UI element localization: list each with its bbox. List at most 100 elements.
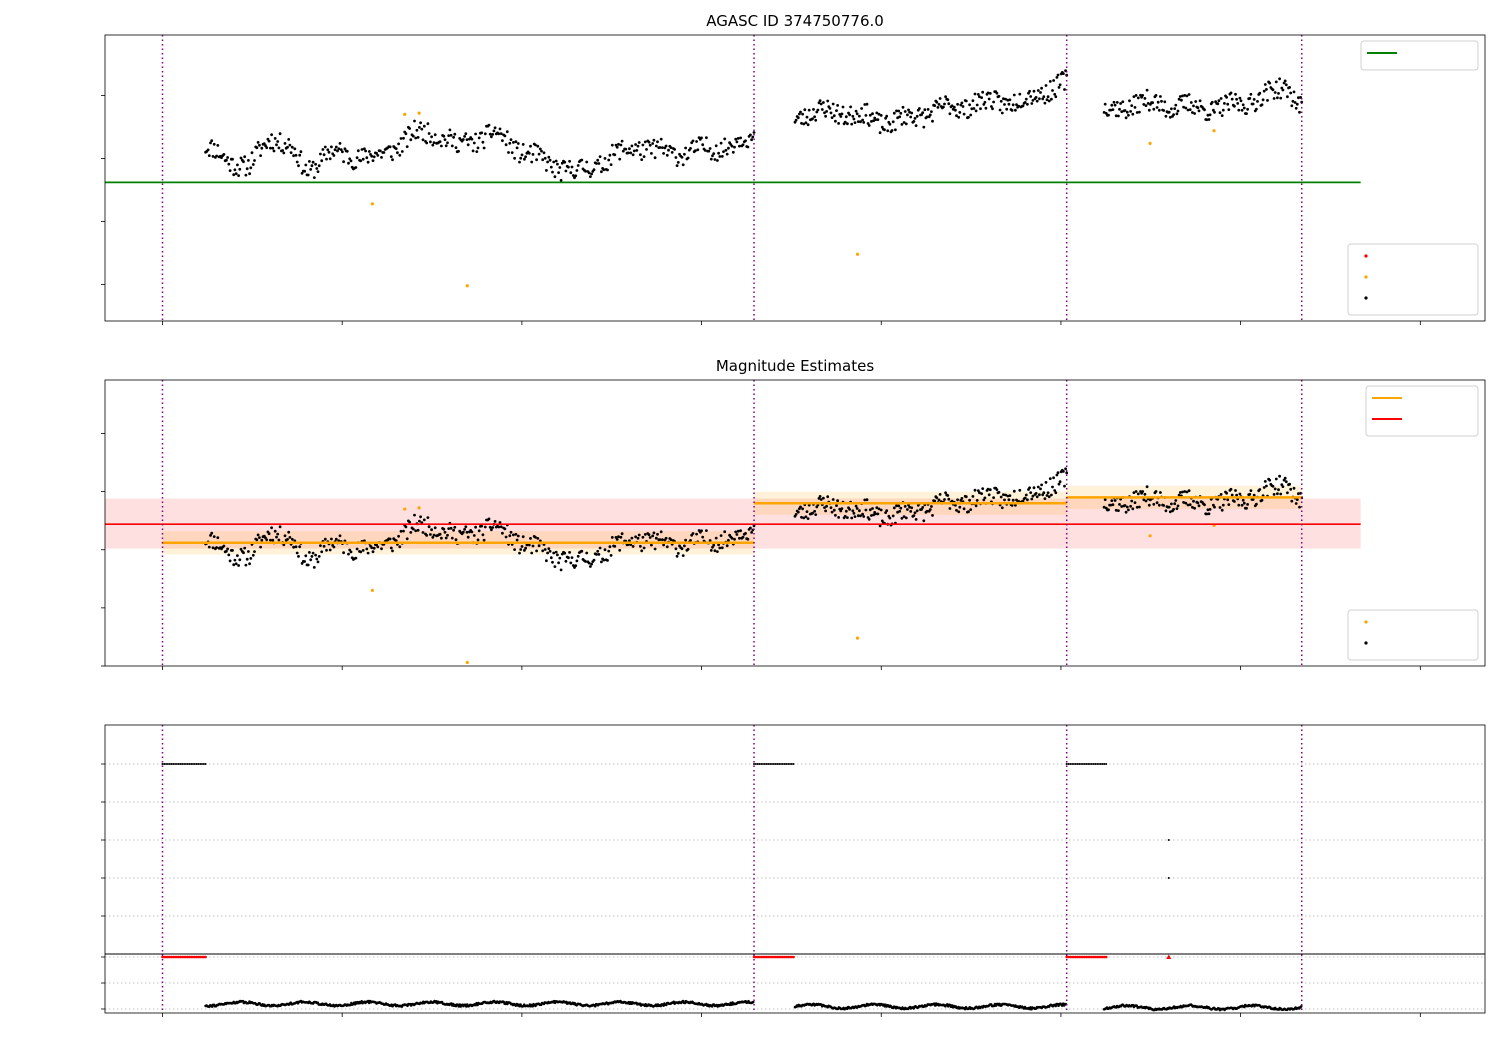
- legend-dot-swatch: [1364, 254, 1368, 258]
- ok-point: [930, 505, 933, 508]
- ok-point: [681, 163, 685, 167]
- ok-point: [271, 146, 275, 150]
- ok-point: [875, 111, 879, 115]
- ok-point: [856, 514, 860, 518]
- ok-point: [1050, 493, 1053, 497]
- ok-point: [535, 549, 538, 553]
- ok-point: [1133, 501, 1137, 504]
- ok-point: [237, 564, 241, 567]
- dr-clipped-point: [191, 955, 195, 959]
- ok-point: [236, 554, 239, 557]
- ok-point: [1063, 88, 1066, 91]
- ok-point: [999, 495, 1003, 499]
- ok-point: [1242, 106, 1246, 110]
- ok-point: [576, 164, 580, 167]
- ok-point: [960, 101, 964, 105]
- ok-point: [1283, 476, 1287, 480]
- ok-point: [938, 97, 942, 100]
- ok-point: [518, 551, 521, 555]
- ok-point: [1272, 97, 1276, 100]
- ok-point: [820, 108, 824, 111]
- ok-point: [330, 145, 333, 149]
- ok-point: [1107, 508, 1110, 512]
- ok-point: [884, 116, 887, 120]
- ok-point: [714, 144, 718, 148]
- ok-point: [1141, 94, 1145, 97]
- ok-point: [1229, 91, 1233, 95]
- ok-point: [541, 158, 545, 162]
- ok-point: [503, 527, 507, 531]
- flag-point: [772, 763, 775, 765]
- ok-point: [727, 538, 730, 542]
- ok-point: [372, 155, 376, 159]
- ok-point: [853, 121, 857, 124]
- ok-point: [249, 557, 253, 560]
- ok-point: [906, 508, 909, 511]
- ok-point: [259, 545, 262, 549]
- ok-point: [1044, 84, 1048, 87]
- ok-point: [339, 148, 343, 152]
- legend-box: [1347, 243, 1479, 316]
- dr-point: [594, 1004, 597, 1008]
- ok-point: [382, 151, 386, 154]
- ok-point: [330, 537, 333, 541]
- ok-point: [233, 558, 237, 562]
- ok-point: [947, 497, 951, 501]
- ok-point: [958, 505, 962, 509]
- ok-point: [211, 155, 215, 158]
- ok-point: [973, 488, 977, 492]
- ok-point: [1203, 108, 1206, 112]
- ok-point: [675, 554, 679, 558]
- flag-point: [787, 763, 790, 765]
- ok-point: [1289, 487, 1293, 491]
- ok-point: [587, 171, 591, 175]
- ok-point: [1056, 471, 1060, 475]
- ok-point: [1011, 498, 1015, 502]
- ok-point: [515, 538, 519, 542]
- ok-point: [1234, 92, 1237, 96]
- ok-point: [636, 536, 640, 540]
- ok-point: [800, 515, 803, 519]
- ok-point: [925, 115, 929, 119]
- ok-point: [1143, 97, 1147, 100]
- flag-point: [1074, 763, 1077, 765]
- ok-point: [794, 118, 798, 122]
- ok-point: [727, 146, 730, 150]
- ok-point: [1030, 497, 1034, 501]
- ok-point: [746, 145, 750, 149]
- ok-point: [1159, 491, 1162, 494]
- dr-clipped-point: [1085, 955, 1088, 959]
- ok-point: [430, 135, 433, 139]
- ok-point: [962, 507, 966, 511]
- ok-point: [519, 156, 523, 160]
- ok-point: [557, 171, 560, 175]
- ok-point: [750, 531, 753, 534]
- ok-point: [1146, 102, 1150, 105]
- ok-point: [885, 114, 889, 118]
- ok-point: [1113, 499, 1117, 502]
- legend-dot-swatch: [1364, 296, 1368, 300]
- ok-point: [1236, 102, 1240, 105]
- ok-point: [691, 139, 695, 143]
- ok-point: [825, 504, 828, 508]
- flag-point: [1105, 763, 1108, 765]
- ok-point: [465, 530, 469, 534]
- ok-point: [396, 151, 399, 155]
- dr-clipped-point: [786, 955, 790, 959]
- ok-point: [822, 101, 825, 104]
- ok-point: [943, 102, 946, 106]
- ok-point: [553, 175, 557, 179]
- ok-point: [563, 160, 567, 164]
- ok-point: [1295, 102, 1299, 106]
- ok-point: [481, 140, 485, 144]
- ok-point: [1028, 89, 1031, 93]
- ok-point: [954, 503, 957, 507]
- ok-point: [316, 560, 320, 564]
- ok-point: [334, 145, 338, 149]
- ok-point: [1018, 92, 1022, 96]
- ok-point: [843, 120, 847, 124]
- ok-point: [834, 119, 837, 123]
- ok-point: [446, 533, 449, 537]
- ok-point: [937, 498, 941, 502]
- ok-point: [930, 110, 933, 113]
